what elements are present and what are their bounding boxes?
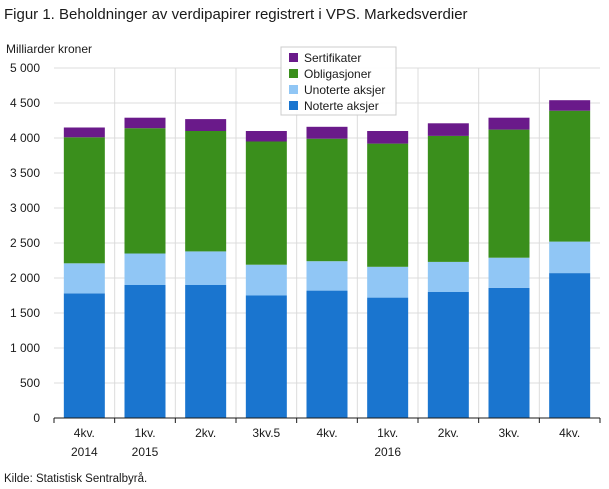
x-tick-label: 1kv. — [134, 426, 155, 440]
x-tick-label: 3kv.5 — [252, 426, 280, 440]
bar-noterte-aksjer — [306, 290, 348, 418]
bar-sertifikater — [549, 100, 591, 111]
bar-unoterte-aksjer — [185, 251, 227, 285]
legend: Sertifikater Obligasjoner Unoterte aksjer N… — [280, 46, 397, 116]
bar-obligasjoner — [488, 129, 530, 258]
bar-unoterte-aksjer — [63, 263, 105, 294]
x-axis: 4kv. 2014 1kv. 2015 2kv. 3kv.5 4kv. 1kv. 2016 2kv… — [53, 417, 601, 459]
legend-label: Noterte aksjer — [304, 99, 379, 113]
legend-swatch — [289, 101, 298, 110]
bar-obligasjoner — [185, 131, 227, 252]
source-note: Kilde: Statistisk Sentralbyrå. — [4, 473, 148, 485]
y-tick-label: 5 000 — [10, 61, 40, 75]
bar-unoterte-aksjer — [427, 261, 469, 292]
bar-sertifikater — [427, 123, 469, 136]
y-tick-label: 1 500 — [10, 306, 40, 320]
y-tick-label: 0 — [33, 411, 40, 425]
bar-unoterte-aksjer — [306, 261, 348, 291]
bar-obligasjoner — [367, 143, 409, 267]
bar-obligasjoner — [245, 141, 287, 265]
bar-obligasjoner — [124, 128, 166, 254]
chart-title: Figur 1. Beholdninger av verdipapirer re… — [4, 6, 468, 23]
bar-unoterte-aksjer — [367, 266, 409, 298]
bar-unoterte-aksjer — [245, 264, 287, 296]
x-tick-label: 4kv. — [559, 426, 580, 440]
bar-noterte-aksjer — [488, 287, 530, 418]
bar-obligasjoner — [549, 110, 591, 242]
y-tick-label: 2 500 — [10, 236, 40, 250]
bar-noterte-aksjer — [549, 273, 591, 418]
bar-noterte-aksjer — [63, 293, 105, 418]
bars — [63, 100, 591, 418]
y-tick-label: 3 500 — [10, 166, 40, 180]
bar-noterte-aksjer — [124, 285, 166, 418]
bar-unoterte-aksjer — [488, 257, 530, 288]
bar-unoterte-aksjer — [124, 253, 166, 285]
x-tick-label-year: 2015 — [132, 445, 159, 459]
legend-swatch — [289, 85, 298, 94]
x-tick-label: 1kv. — [377, 426, 398, 440]
bar-obligasjoner — [63, 137, 105, 264]
y-tick-label: 1 000 — [10, 341, 40, 355]
bar-noterte-aksjer — [367, 297, 409, 418]
y-tick-label: 3 000 — [10, 201, 40, 215]
bar-sertifikater — [306, 126, 348, 139]
legend-label: Sertifikater — [304, 51, 361, 65]
y-tick-label: 2 000 — [10, 271, 40, 285]
x-tick-label: 4kv. — [74, 426, 95, 440]
bar-sertifikater — [124, 117, 166, 129]
legend-label: Unoterte aksjer — [304, 83, 385, 97]
x-tick-label: 2kv. — [195, 426, 216, 440]
bar-sertifikater — [63, 127, 105, 138]
x-tick-label: 2kv. — [438, 426, 459, 440]
x-tick-label-year: 2014 — [71, 445, 98, 459]
y-axis-unit-label: Milliarder kroner — [6, 42, 92, 56]
y-tick-label: 500 — [20, 376, 40, 390]
x-tick-label: 3kv. — [498, 426, 519, 440]
y-tick-label: 4 000 — [10, 131, 40, 145]
legend-swatch — [289, 69, 298, 78]
bar-obligasjoner — [306, 138, 348, 262]
bar-sertifikater — [367, 131, 409, 144]
legend-label: Obligasjoner — [304, 67, 371, 81]
y-tick-label: 4 500 — [10, 96, 40, 110]
bar-noterte-aksjer — [427, 292, 469, 418]
bar-obligasjoner — [427, 135, 469, 262]
bar-noterte-aksjer — [185, 285, 227, 418]
legend-box — [280, 46, 397, 116]
x-tick-label-year: 2016 — [374, 445, 401, 459]
bar-sertifikater — [245, 131, 287, 142]
bar-sertifikater — [488, 117, 530, 130]
bar-noterte-aksjer — [245, 295, 287, 418]
bar-unoterte-aksjer — [549, 241, 591, 274]
bar-sertifikater — [185, 119, 227, 131]
legend-swatch — [289, 53, 298, 62]
y-axis: 0 500 1 000 1 500 2 000 2 500 3 000 3 500 4 000 4… — [10, 61, 40, 425]
x-tick-label: 4kv. — [316, 426, 337, 440]
